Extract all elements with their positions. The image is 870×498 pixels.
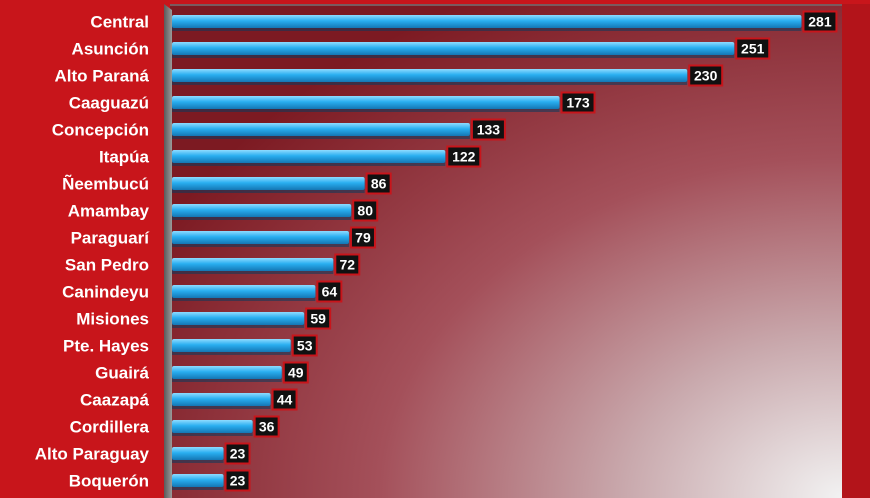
category-label: Caaguazú <box>69 94 149 113</box>
category-label: Canindeyu <box>62 283 149 302</box>
data-label-box <box>688 64 724 87</box>
bar <box>172 96 560 109</box>
bar <box>172 15 802 28</box>
data-label-box <box>352 199 379 222</box>
bar <box>172 177 365 190</box>
category-label: Paraguarí <box>71 229 151 248</box>
data-label-box <box>224 469 251 492</box>
bar <box>172 150 446 163</box>
category-label: Guairá <box>95 364 149 383</box>
data-label: 72 <box>339 257 355 273</box>
category-label: Concepción <box>52 121 149 140</box>
bar <box>172 42 735 55</box>
data-label-box <box>349 226 376 249</box>
category-label: Boquerón <box>69 472 149 491</box>
data-label: 36 <box>259 419 275 435</box>
data-label-box <box>305 307 332 330</box>
bar <box>172 339 291 352</box>
data-label-box <box>253 415 280 438</box>
data-label: 23 <box>230 446 246 462</box>
category-label: Ñeembucú <box>62 174 149 194</box>
data-label: 251 <box>741 41 765 57</box>
data-label: 64 <box>322 284 338 300</box>
bar <box>172 204 352 217</box>
data-label-box <box>802 10 838 33</box>
data-label: 281 <box>808 14 832 30</box>
data-label: 80 <box>357 203 373 219</box>
bar <box>172 474 224 487</box>
category-label: Pte. Hayes <box>63 337 149 356</box>
data-label-box <box>365 172 392 195</box>
category-label: Alto Paraguay <box>35 445 150 464</box>
bar <box>172 393 271 406</box>
data-label: 122 <box>452 149 476 165</box>
category-label: Central <box>90 13 149 32</box>
category-label: Cordillera <box>70 418 150 437</box>
category-label: San Pedro <box>65 256 149 275</box>
category-label-group: Central Asunción Alto Paraná Caaguazú Concep… <box>35 13 151 491</box>
bar <box>172 366 282 379</box>
bar <box>172 420 253 433</box>
data-label-box <box>271 388 298 411</box>
data-label-box <box>224 442 251 465</box>
bar <box>172 285 316 298</box>
data-label-box <box>446 145 482 168</box>
bar <box>172 231 349 244</box>
data-label: 44 <box>277 392 293 408</box>
bar <box>172 312 305 325</box>
bar-group <box>172 15 802 490</box>
data-label: 59 <box>310 311 326 327</box>
data-label: 86 <box>371 176 387 192</box>
plot-area <box>170 4 842 498</box>
plot-left-wall <box>164 4 172 498</box>
bar <box>172 69 688 82</box>
data-label: 49 <box>288 365 304 381</box>
data-label-box <box>334 253 361 276</box>
bar <box>172 123 470 136</box>
data-label: 53 <box>297 338 313 354</box>
data-label-box <box>735 37 771 60</box>
plot-right-edge <box>842 4 870 498</box>
data-label-box <box>291 334 318 357</box>
category-label: Amambay <box>68 202 150 221</box>
category-label: Misiones <box>76 310 149 329</box>
category-label: Itapúa <box>99 148 150 167</box>
bar <box>172 447 224 460</box>
data-label-box <box>470 118 506 141</box>
data-label: 230 <box>694 68 718 84</box>
data-label: 173 <box>566 95 590 111</box>
bar <box>172 258 334 271</box>
data-label: 23 <box>230 473 246 489</box>
category-label: Asunción <box>72 40 149 59</box>
data-label: 133 <box>477 122 501 138</box>
data-label-box <box>560 91 596 114</box>
data-label: 79 <box>355 230 371 246</box>
category-label: Caazapá <box>80 391 150 410</box>
category-label: Alto Paraná <box>55 67 150 86</box>
data-label-box <box>282 361 309 384</box>
data-label-box <box>316 280 343 303</box>
